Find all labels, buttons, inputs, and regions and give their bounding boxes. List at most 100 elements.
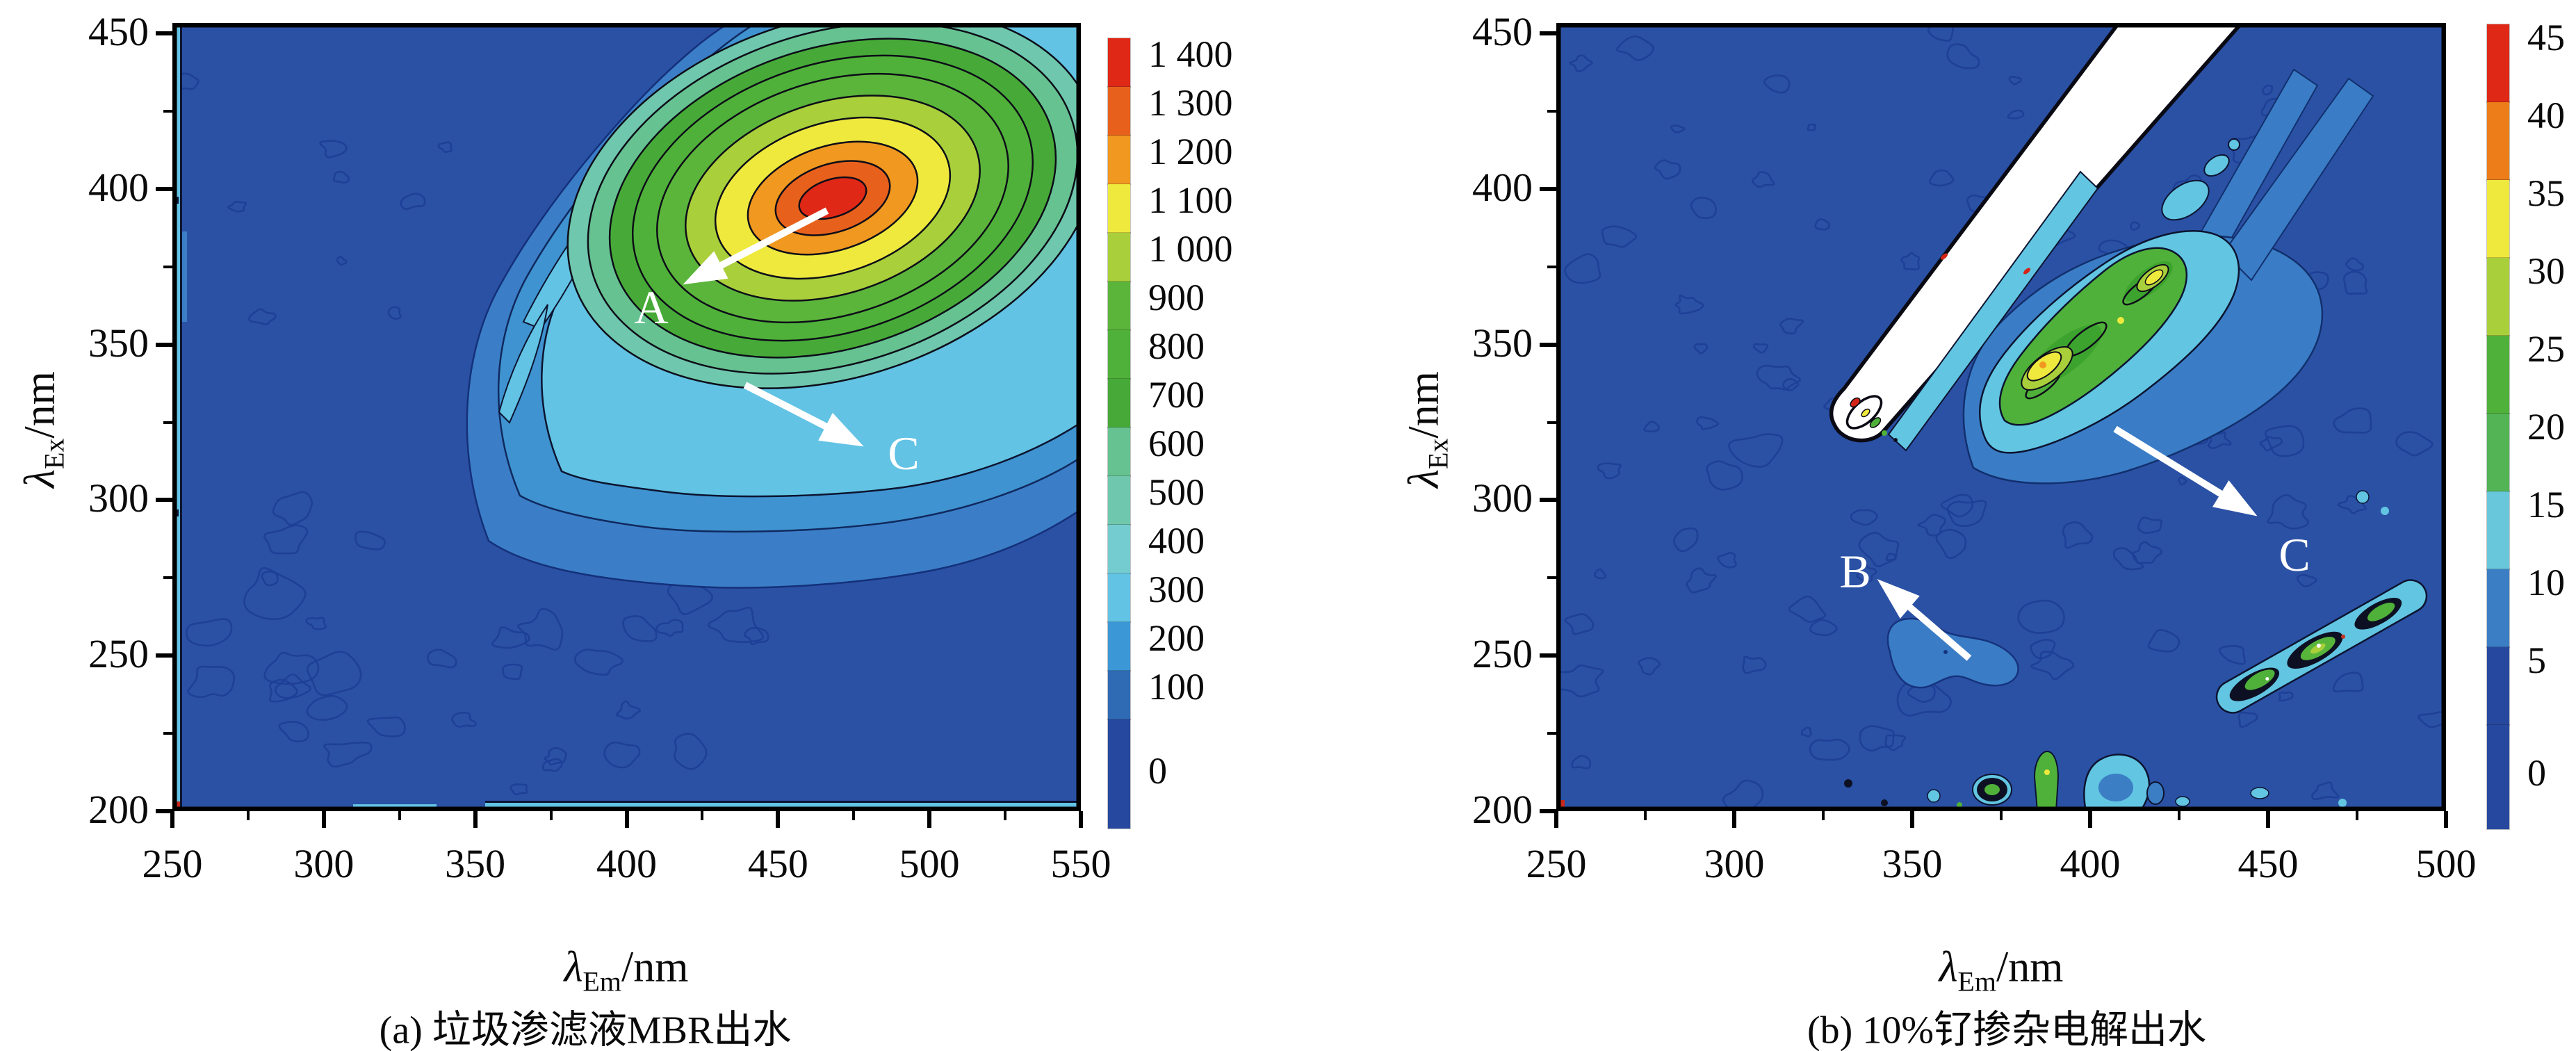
y-minor-tick (163, 421, 172, 424)
noise-contour (2132, 541, 2163, 564)
noise-contour (1884, 734, 1907, 751)
noise-contour (1800, 726, 1812, 738)
x-minor-tick (549, 811, 553, 820)
noise-contour (1885, 553, 1897, 562)
x-major-tick (2266, 811, 2270, 828)
colorbar-band (1107, 378, 1131, 428)
noise-contour (2017, 599, 2065, 634)
noise-contour (275, 674, 311, 699)
colorbar-band (2486, 646, 2510, 726)
x-tick-label: 450 (2237, 841, 2299, 886)
colorbar-tick-label: 40 (2527, 95, 2565, 136)
y-minor-tick (1547, 732, 1556, 735)
noise-contour (2264, 425, 2305, 457)
lambda-subscript: Em (582, 966, 621, 997)
x-tick-label: 300 (293, 841, 354, 886)
y-tick-label: 450 (88, 8, 149, 54)
noise-contour (2345, 257, 2365, 272)
colorbar-band (2486, 24, 2510, 103)
y-tick-label: 400 (1472, 164, 1533, 210)
noise-contour (1717, 552, 1737, 569)
noise-contour (354, 530, 386, 551)
caption-a: (a) 垃圾渗滤液MBR出水 (379, 1009, 792, 1051)
x-tick-label: 450 (747, 841, 808, 886)
noise-contour (261, 570, 279, 587)
caption-b: (b) 10%钌掺杂电解出水 (1807, 1009, 2206, 1051)
x-axis-title-b: λEm/nm (1939, 943, 2064, 997)
noise-contour (2237, 711, 2258, 728)
noise-contour (1850, 509, 1878, 526)
colorbar-tick-label: 35 (2527, 172, 2565, 214)
x-minor-tick (2000, 811, 2003, 820)
y-axis-title-a: λEx/nm (16, 371, 70, 488)
noise-contour (1859, 725, 1895, 752)
noise-contour (2332, 671, 2364, 693)
noise-contour (1814, 218, 1830, 231)
noise-contour (332, 170, 350, 184)
colorbar-tick-label: 0 (2527, 752, 2546, 794)
noise-contour (1782, 378, 1800, 391)
noise-contour (2278, 691, 2294, 702)
x-major-tick (776, 811, 781, 828)
yellow-speck-b (2117, 317, 2124, 324)
noise-contour (427, 649, 457, 669)
noise-contour (2062, 521, 2094, 549)
colorbar-band (1107, 621, 1131, 671)
noise-contour (616, 700, 642, 720)
noise-contour (1756, 364, 1802, 391)
noise-contour (306, 694, 348, 721)
arrow-c-head (818, 412, 864, 447)
colorbar-band (1107, 670, 1131, 720)
noise-contour (187, 665, 235, 699)
noise-contour (2130, 221, 2140, 231)
x-minor-tick (246, 811, 250, 820)
peak-label-c: C (888, 427, 919, 480)
y-major-tick (1540, 809, 1556, 813)
colorbar-tick-label: 25 (2527, 328, 2565, 370)
x-tick-label: 500 (2415, 841, 2477, 886)
colorbar-band (1107, 38, 1131, 88)
x-major-tick (1079, 811, 1083, 828)
arrow-c2-shaft (2113, 425, 2224, 498)
x-major-tick (1554, 811, 1558, 828)
noise-contour (248, 308, 277, 326)
colorbar-tick-label: 5 (2527, 639, 2546, 681)
arrow-c-shaft (743, 382, 829, 430)
arrow-a-head (683, 251, 728, 285)
noise-contour (1946, 43, 1980, 70)
noise-contour (2342, 270, 2368, 295)
colorbar-tick-label: 700 (1148, 374, 1205, 416)
peak-lightblue-wing-b (2222, 77, 2374, 282)
y-major-tick (156, 31, 172, 35)
noise-contour (2261, 84, 2274, 96)
colorbar-band (2486, 179, 2510, 259)
cyan-bead-b (2203, 154, 2230, 177)
colorbar-band (2486, 257, 2510, 336)
colorbar-tick-label: 1 100 (1148, 179, 1233, 221)
region-b-dot (1943, 650, 1948, 654)
x-major-tick (321, 811, 326, 828)
colorbar-tick-label: 100 (1148, 666, 1205, 708)
peak-label-a: A (634, 281, 668, 334)
y-minor-tick (163, 265, 172, 268)
y-major-tick (1540, 498, 1556, 503)
y-axis-title-b: λEx/nm (1400, 371, 1454, 488)
noise-contour (387, 306, 402, 320)
noise-contour (319, 140, 348, 158)
noise-contour (1728, 433, 1784, 468)
noise-contour (1638, 657, 1661, 676)
annotations-b: B C (1839, 425, 2310, 661)
x-tick-label: 250 (1526, 841, 1587, 886)
colorbar-tick-label: 15 (2527, 484, 2565, 526)
colorbar-band (1107, 719, 1131, 829)
colorbar-band (1107, 232, 1131, 282)
corner-speck-b (1558, 800, 1565, 809)
noise-contour (2147, 629, 2180, 653)
colorbar-band (2486, 569, 2510, 648)
unit-suffix: /nm (1996, 943, 2064, 991)
lambda-glyph: λ (1939, 943, 1958, 991)
noise-contour (243, 567, 307, 621)
x-tick-label: 550 (1050, 841, 1111, 886)
noise-contour (2297, 573, 2317, 587)
y-tick-label: 300 (88, 475, 149, 521)
